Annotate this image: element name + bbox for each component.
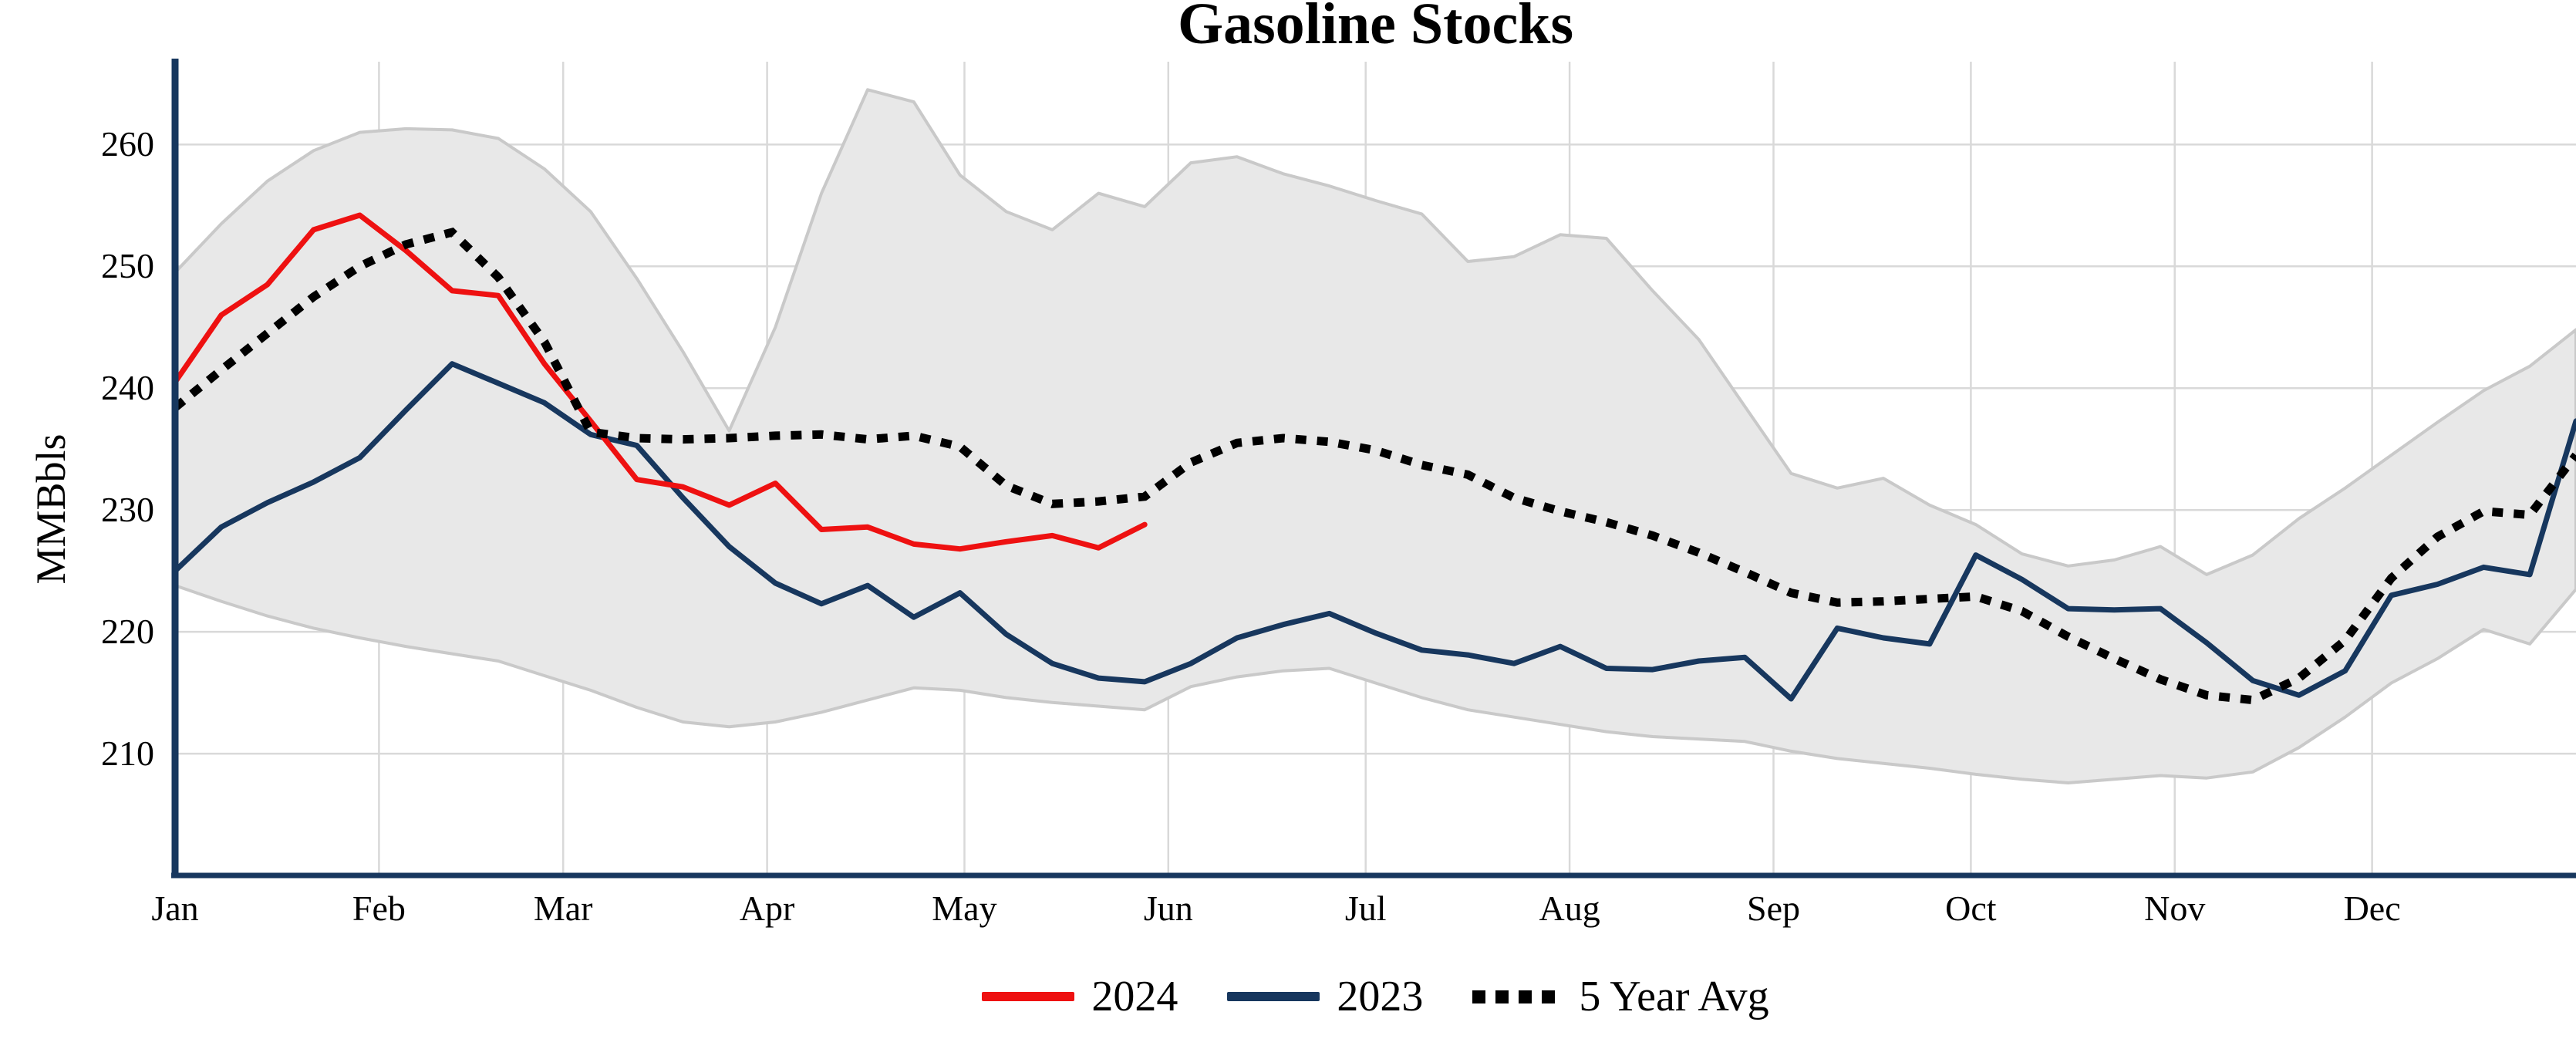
y-tick-label-210: 210 — [101, 734, 154, 774]
series-2024-line — [172, 212, 1148, 552]
y-tick-label-230: 230 — [101, 490, 154, 530]
legend: 2024 2023 5 Year Avg — [175, 973, 2576, 1020]
legend-label-2024: 2024 — [1091, 973, 1178, 1020]
y-tick-label-250: 250 — [101, 246, 154, 286]
series-5yr-avg-dotted-line — [172, 227, 2576, 705]
y-tick-label-220: 220 — [101, 612, 154, 652]
x-tick-label-Aug: Aug — [1539, 889, 1600, 928]
legend-item-2023: 2023 — [1227, 973, 1423, 1020]
series-2023-line — [172, 361, 2576, 702]
x-tick-label-Oct: Oct — [1945, 889, 1997, 928]
legend-swatch-5yr-avg-dots — [1472, 990, 1563, 1003]
y-tick-label-240: 240 — [101, 368, 154, 408]
x-tick-label-Mar: Mar — [533, 889, 593, 928]
x-tick-label-Nov: Nov — [2144, 889, 2206, 928]
y-tick-label-260: 260 — [101, 124, 154, 164]
chart-title: Gasoline Stocks — [1177, 0, 1574, 56]
x-tick-label-Jun: Jun — [1143, 889, 1193, 928]
x-tick-label-Jan: Jan — [151, 889, 199, 928]
legend-label-2023: 2023 — [1337, 973, 1424, 1020]
legend-item-2024: 2024 — [982, 973, 1178, 1020]
x-tick-label-May: May — [932, 889, 997, 928]
legend-swatch-2024-line — [982, 992, 1075, 1001]
legend-swatch-2023-line — [1227, 992, 1320, 1001]
five-year-range-band — [174, 88, 2576, 784]
x-tick-label-Feb: Feb — [352, 889, 406, 928]
legend-label-5yr-avg: 5 Year Avg — [1579, 973, 1769, 1020]
legend-item-5yr-avg: 5 Year Avg — [1472, 973, 1769, 1020]
x-tick-label-Dec: Dec — [2343, 889, 2401, 928]
x-tick-label-Jul: Jul — [1344, 889, 1387, 928]
x-tick-label-Apr: Apr — [739, 889, 795, 928]
x-tick-label-Sep: Sep — [1746, 889, 1800, 928]
